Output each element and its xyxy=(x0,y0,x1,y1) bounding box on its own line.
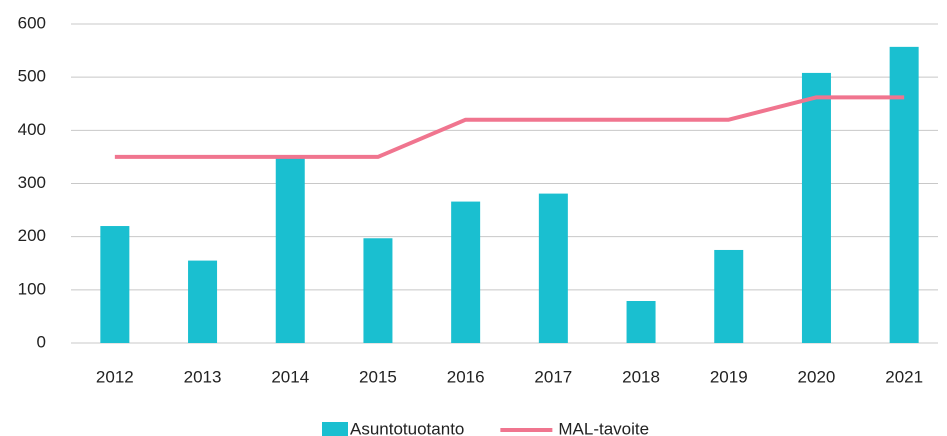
bar xyxy=(188,260,218,343)
y-tick-label: 200 xyxy=(18,226,46,245)
x-tick-label: 2019 xyxy=(710,367,748,386)
legend-label: MAL-tavoite xyxy=(558,419,649,436)
x-tick-label: 2013 xyxy=(184,367,222,386)
x-tick-label: 2014 xyxy=(271,367,309,386)
bar xyxy=(801,72,831,343)
legend-label: Asuntotuotanto xyxy=(350,419,464,436)
bar xyxy=(451,201,481,343)
x-tick-label: 2018 xyxy=(622,367,660,386)
y-tick-label: 100 xyxy=(18,279,46,298)
bar xyxy=(889,46,919,344)
bar xyxy=(714,249,744,343)
legend-swatch xyxy=(322,422,348,436)
x-tick-label: 2012 xyxy=(96,367,134,386)
bar xyxy=(363,238,393,343)
x-tick-label: 2017 xyxy=(534,367,572,386)
x-tick-label: 2016 xyxy=(447,367,485,386)
bar xyxy=(100,226,130,343)
bar xyxy=(275,156,305,343)
line xyxy=(114,95,905,159)
x-tick-label: 2021 xyxy=(885,367,923,386)
x-tick-label: 2015 xyxy=(359,367,397,386)
y-tick-label: 400 xyxy=(18,120,46,139)
y-tick-label: 600 xyxy=(18,13,46,32)
x-tick-label: 2020 xyxy=(798,367,836,386)
y-tick-label: 500 xyxy=(18,67,46,86)
y-tick-label: 300 xyxy=(18,173,46,192)
bar xyxy=(626,300,656,343)
y-tick-label: 0 xyxy=(37,332,46,351)
bar xyxy=(538,193,568,343)
